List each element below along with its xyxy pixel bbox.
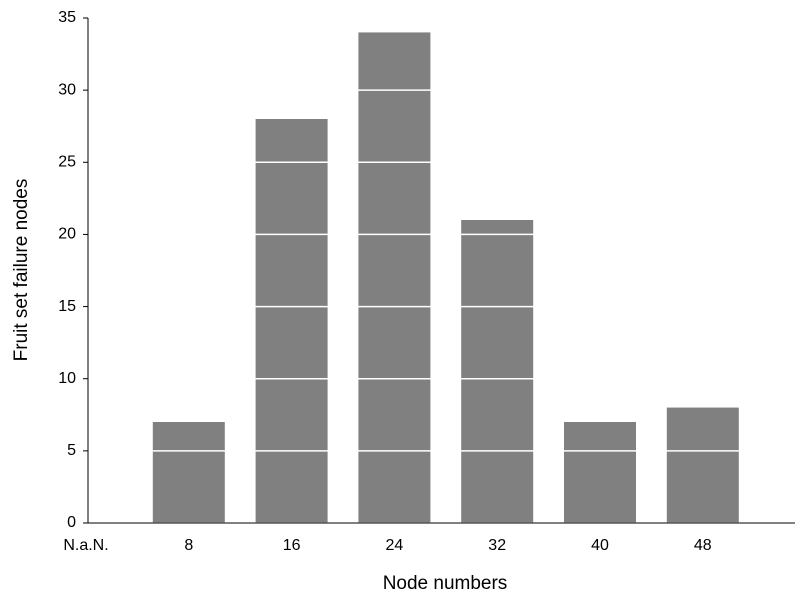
bar	[358, 32, 431, 524]
x-axis-label: Node numbers	[383, 573, 508, 594]
x-tick-label: N.a.N.	[63, 537, 108, 554]
y-tick-label: 0	[67, 514, 76, 531]
y-tick-label: 25	[58, 154, 76, 171]
x-tick-label: 16	[283, 537, 301, 554]
y-tick-label: 10	[58, 370, 76, 387]
bar	[564, 422, 636, 523]
x-tick-label: 8	[184, 537, 193, 554]
y-tick-label: 30	[58, 81, 76, 98]
y-tick-label: 5	[67, 442, 76, 459]
bar	[255, 119, 328, 523]
y-tick-label: 20	[58, 226, 76, 243]
bar	[461, 220, 534, 523]
x-tick-label: 40	[591, 537, 609, 554]
x-tick-label: 24	[386, 537, 404, 554]
x-tick-label: 48	[694, 537, 712, 554]
bar	[666, 407, 739, 523]
x-tick-label: 32	[488, 537, 506, 554]
y-tick-label: 35	[58, 9, 76, 26]
y-axis-label: Fruit set failure nodes	[11, 179, 32, 362]
bar	[152, 422, 225, 523]
y-tick-label: 15	[58, 298, 76, 315]
